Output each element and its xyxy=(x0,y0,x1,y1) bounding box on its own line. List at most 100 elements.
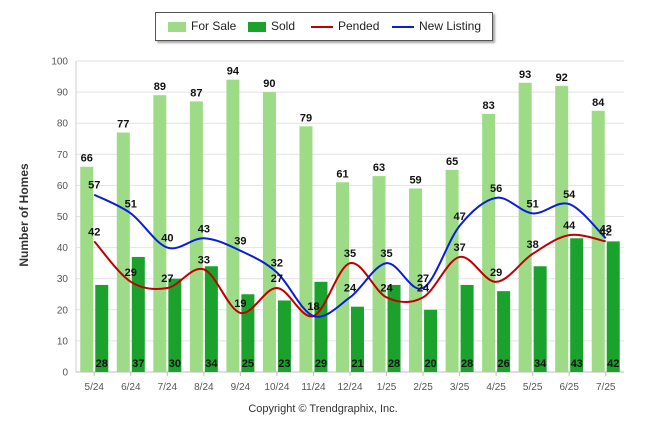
new-listing-value-label: 56 xyxy=(490,183,502,195)
y-axis-label: Number of Homes xyxy=(17,163,31,267)
pended-value-label: 27 xyxy=(271,273,283,285)
legend-line-new-listing xyxy=(392,25,414,28)
bar-sold xyxy=(204,266,218,372)
for-sale-value-label: 66 xyxy=(81,153,93,165)
bar-sold xyxy=(131,256,145,372)
sold-value-label: 30 xyxy=(169,358,181,370)
legend-label-new-listing: New Listing xyxy=(419,19,482,33)
new-listing-value-label: 43 xyxy=(198,223,210,235)
y-tick-label: 70 xyxy=(57,150,69,161)
y-tick-label: 10 xyxy=(57,336,69,347)
sold-value-label: 42 xyxy=(607,358,619,370)
for-sale-value-label: 79 xyxy=(300,112,312,124)
x-tick-label: 1/25 xyxy=(377,382,397,393)
pended-value-label: 33 xyxy=(198,254,210,266)
legend-swatch-sold xyxy=(248,21,266,32)
new-listing-value-label: 54 xyxy=(563,189,576,201)
y-tick-label: 90 xyxy=(57,88,69,99)
x-tick-label: 4/25 xyxy=(486,382,506,393)
y-tick-label: 100 xyxy=(51,57,68,68)
y-tick-label: 60 xyxy=(57,181,69,192)
bar-sold xyxy=(277,300,291,372)
sold-value-label: 37 xyxy=(132,358,144,370)
new-listing-value-label: 40 xyxy=(161,233,173,245)
pended-value-label: 18 xyxy=(307,301,319,313)
legend-item-sold[interactable]: Sold xyxy=(248,19,295,33)
bar-sold xyxy=(424,309,438,372)
bar-for-sale xyxy=(518,82,532,373)
for-sale-value-label: 84 xyxy=(592,97,605,109)
new-listing-value-label: 18 xyxy=(307,301,319,313)
bar-sold xyxy=(387,284,401,372)
new-listing-value-label: 43 xyxy=(600,223,612,235)
bar-sold xyxy=(497,291,511,372)
sold-value-label: 26 xyxy=(498,358,510,370)
pended-value-label: 19 xyxy=(234,298,246,310)
x-tick-label: 11/24 xyxy=(301,382,326,393)
y-tick-label: 50 xyxy=(57,212,69,223)
legend-label-pended: Pended xyxy=(338,19,380,33)
new-listing-value-label: 35 xyxy=(380,248,392,260)
legend-item-for-sale[interactable]: For Sale xyxy=(168,19,236,33)
legend-item-pended[interactable]: Pended xyxy=(311,19,379,33)
bar-for-sale xyxy=(445,169,459,372)
sold-value-label: 28 xyxy=(461,358,473,370)
pended-value-label: 24 xyxy=(417,282,430,294)
bar-for-sale xyxy=(226,79,240,372)
for-sale-value-label: 63 xyxy=(373,162,385,174)
x-tick-label: 6/25 xyxy=(559,382,579,393)
sold-value-label: 29 xyxy=(315,358,327,370)
for-sale-value-label: 77 xyxy=(117,119,129,131)
pended-value-label: 27 xyxy=(161,273,173,285)
bar-sold xyxy=(168,278,182,372)
new-listing-line xyxy=(93,193,607,318)
bar-sold xyxy=(570,238,584,372)
pended-value-label: 42 xyxy=(600,226,612,238)
sold-value-label: 20 xyxy=(424,358,436,370)
x-tick-label: 10/24 xyxy=(264,382,289,393)
pended-line xyxy=(93,233,606,318)
new-listing-value-label: 51 xyxy=(125,198,137,210)
bar-for-sale xyxy=(80,166,94,372)
legend-item-new-listing[interactable]: New Listing xyxy=(392,19,481,33)
legend: For Sale Sold Pended New Listing xyxy=(155,12,493,41)
legend-line-pended xyxy=(311,25,333,28)
for-sale-value-label: 94 xyxy=(227,66,240,78)
bar-for-sale xyxy=(299,126,313,372)
bar-for-sale xyxy=(482,113,496,373)
sold-value-label: 43 xyxy=(571,358,583,370)
pended-value-label: 35 xyxy=(344,248,356,260)
legend-label-sold: Sold xyxy=(271,19,296,33)
bar-for-sale xyxy=(116,132,130,372)
pended-value-label: 29 xyxy=(125,267,137,279)
for-sale-value-label: 93 xyxy=(519,69,531,81)
x-tick-label: 3/25 xyxy=(450,382,470,393)
bar-for-sale xyxy=(555,85,569,372)
pended-value-label: 29 xyxy=(490,267,502,279)
bar-sold xyxy=(460,284,474,372)
x-tick-label: 5/25 xyxy=(523,382,543,393)
for-sale-value-label: 90 xyxy=(263,78,275,90)
for-sale-value-label: 61 xyxy=(336,168,348,180)
x-tick-label: 12/24 xyxy=(337,382,362,393)
sold-value-label: 34 xyxy=(534,358,547,370)
copyright: Copyright © Trendgraphix, Inc. xyxy=(248,403,398,415)
bar-sold xyxy=(95,284,109,372)
bar-sold xyxy=(533,266,547,372)
new-listing-value-label: 51 xyxy=(527,198,539,210)
for-sale-value-label: 59 xyxy=(409,175,421,187)
x-tick-label: 5/24 xyxy=(85,382,105,393)
for-sale-value-label: 87 xyxy=(190,87,202,99)
x-tick-label: 9/24 xyxy=(231,382,251,393)
sold-value-label: 28 xyxy=(388,358,400,370)
for-sale-value-label: 83 xyxy=(483,100,495,112)
new-listing-value-label: 27 xyxy=(417,273,429,285)
bar-for-sale xyxy=(189,101,203,373)
pended-value-label: 38 xyxy=(527,239,539,251)
new-listing-value-label: 32 xyxy=(271,257,283,269)
legend-label-for-sale: For Sale xyxy=(191,19,237,33)
pended-value-label: 44 xyxy=(563,220,576,232)
bar-sold xyxy=(351,306,364,372)
sold-value-label: 34 xyxy=(205,358,218,370)
